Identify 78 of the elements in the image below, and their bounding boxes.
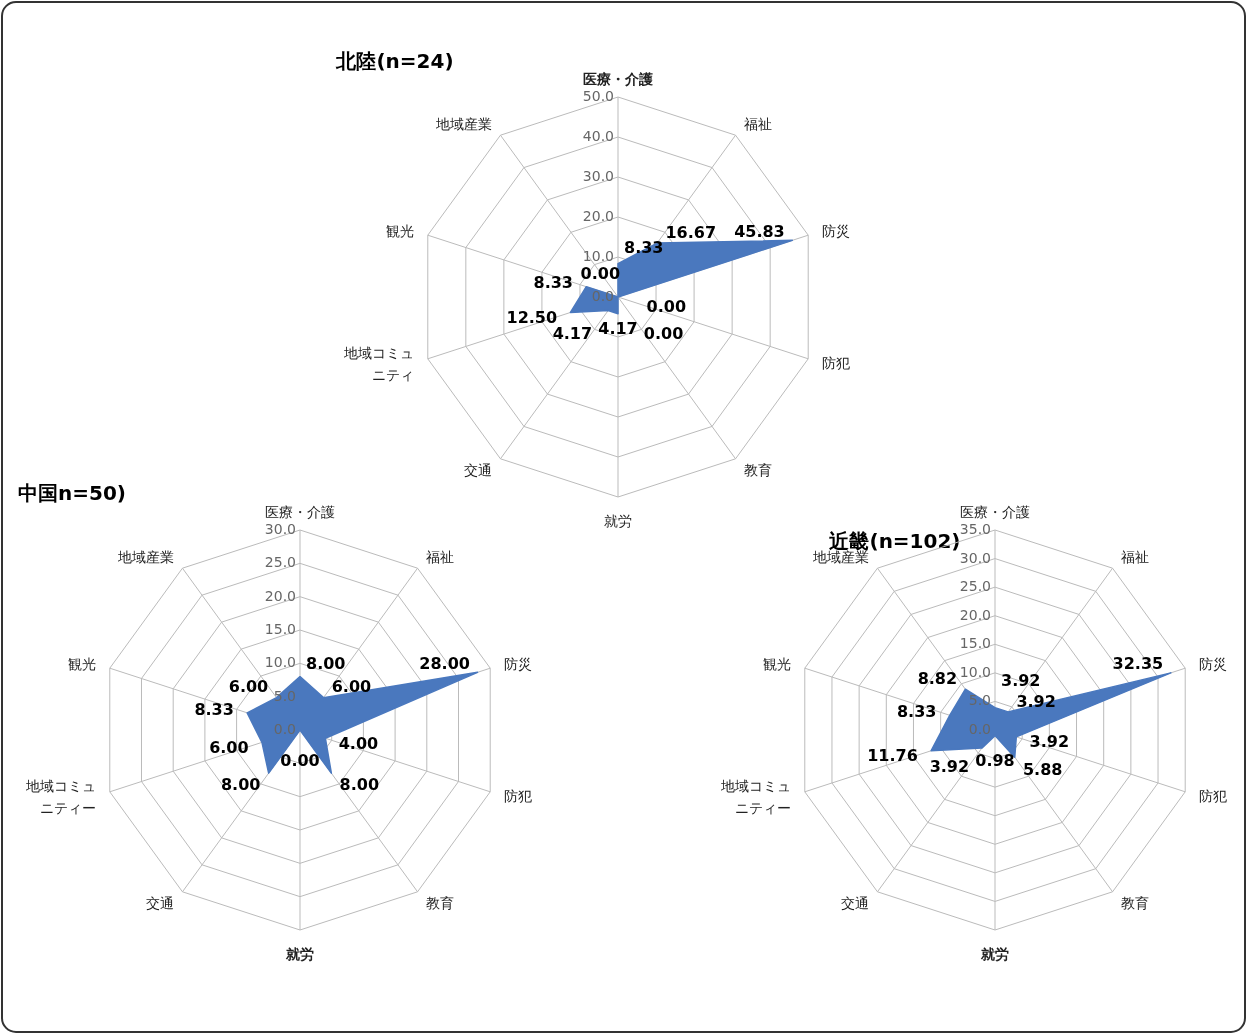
spoke-label: 福祉 [425, 548, 454, 565]
spoke-label: 福祉 [743, 115, 772, 132]
data-label: 3.92 [1029, 732, 1070, 752]
spoke-label: 防災 [1198, 655, 1227, 672]
data-label: 6.00 [331, 677, 372, 697]
data-label: 4.00 [338, 733, 379, 753]
spoke-label: 福祉 [1120, 548, 1149, 565]
y-tick-label: 10.0 [959, 663, 991, 680]
y-tick-label: 20.0 [959, 606, 991, 623]
y-tick-label: 5.0 [968, 692, 991, 709]
data-label: 4.17 [598, 318, 638, 338]
y-tick-label: 30.0 [264, 521, 296, 537]
data-label: 8.00 [220, 775, 261, 795]
spoke-label: 教育 [743, 462, 772, 479]
spoke-label: 就労 [604, 513, 632, 529]
data-label: 3.92 [1001, 671, 1041, 690]
data-label: 8.00 [339, 775, 380, 795]
spoke-label: 観光 [68, 655, 97, 672]
data-label: 0.98 [975, 751, 1015, 770]
data-label: 16.67 [665, 222, 717, 242]
y-tick-label: 35.0 [959, 521, 991, 537]
y-tick-label: 25.0 [959, 578, 991, 595]
spoke-label: 教育 [1120, 895, 1149, 912]
spoke-label: 防犯 [503, 788, 532, 805]
spoke-label: 地域産業 [117, 548, 175, 565]
data-label: 8.82 [917, 668, 958, 688]
spoke-label: 交通 [841, 895, 870, 912]
data-label: 0.00 [280, 751, 320, 770]
y-tick-label: 15.0 [264, 621, 296, 637]
spoke-label: 観光 [763, 655, 792, 672]
y-tick-label: 20.0 [264, 587, 296, 604]
y-tick-label: 0.0 [273, 721, 296, 737]
data-label: 28.00 [419, 653, 470, 673]
spoke-label: 医療・介護 [265, 504, 335, 520]
spoke-label: 地域コミュニティー [25, 778, 97, 817]
y-tick-label: 0.0 [968, 721, 991, 737]
spoke-label: 防災 [503, 655, 532, 672]
data-label: 5.88 [1022, 759, 1063, 779]
y-tick-label: 5.0 [273, 687, 296, 704]
y-tick-label: 50.0 [582, 88, 614, 104]
chart-title: 北陸(n=24) [335, 49, 454, 73]
y-tick-label: 15.0 [959, 635, 991, 652]
data-label: 32.35 [1112, 654, 1164, 674]
y-tick-label: 30.0 [959, 549, 991, 566]
spoke-label: 観光 [386, 222, 415, 239]
spoke-label: 地域コミュニティ [343, 345, 415, 384]
chart-title: 中国n=50) [18, 481, 126, 505]
data-label: 0.00 [646, 297, 687, 317]
spoke-label: 医療・介護 [960, 504, 1030, 520]
y-tick-label: 25.0 [264, 554, 296, 571]
data-label: 6.00 [209, 737, 249, 757]
spoke-label: 就労 [285, 946, 314, 962]
data-label: 8.33 [533, 273, 573, 293]
data-label: 6.00 [228, 677, 269, 697]
y-tick-label: 10.0 [582, 248, 614, 264]
y-tick-label: 0.0 [591, 288, 614, 304]
data-label: 8.33 [194, 699, 234, 719]
spoke-label: 防犯 [821, 355, 850, 372]
spoke-label: 交通 [146, 895, 175, 912]
data-label: 0.00 [643, 323, 684, 343]
data-label: 8.33 [896, 701, 937, 721]
data-label: 3.92 [1016, 691, 1056, 711]
spoke-label: 教育 [425, 895, 454, 912]
data-label: 8.00 [306, 653, 346, 673]
data-label: 45.83 [734, 221, 785, 241]
spoke-label: 交通 [464, 462, 493, 479]
data-label: 11.76 [867, 746, 918, 766]
y-tick-label: 10.0 [264, 654, 296, 671]
spoke-label: 就労 [980, 946, 1009, 962]
spoke-label: 防犯 [1198, 788, 1227, 805]
spoke-label: 地域コミュニティー [720, 778, 792, 817]
spoke-label: 医療・介護 [583, 71, 653, 87]
spoke-label: 地域産業 [435, 115, 493, 132]
data-label: 3.92 [929, 756, 970, 776]
y-tick-label: 30.0 [582, 168, 614, 184]
y-tick-label: 40.0 [582, 128, 614, 144]
spoke-label: 防災 [821, 222, 850, 239]
y-tick-label: 20.0 [582, 208, 614, 224]
